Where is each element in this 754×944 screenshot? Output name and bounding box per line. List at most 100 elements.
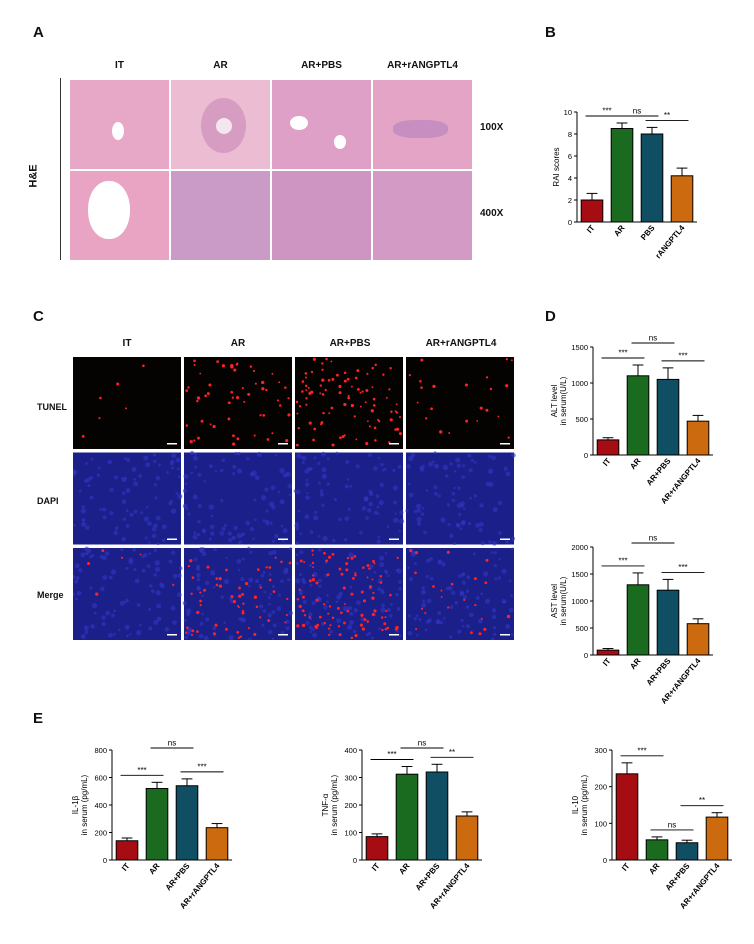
tunel-col-label-ar: AR	[230, 338, 246, 349]
y-axis-label: IL-1β	[71, 795, 80, 814]
he-micrograph-ar-400x	[171, 171, 270, 260]
x-tick-label: PBS	[639, 223, 657, 242]
he-micrograph-ar-100x	[171, 80, 270, 169]
he-col-label-ar: AR	[213, 60, 228, 71]
x-tick-label: AR+PBS	[645, 456, 673, 487]
y-tick-label: 500	[575, 415, 588, 424]
tunel-row-label-merge: Merge	[37, 590, 64, 600]
y-tick-label: 10	[564, 108, 572, 117]
bar	[656, 589, 680, 656]
he-stain-label: H&E	[27, 164, 40, 188]
panel-label-a: A	[33, 24, 44, 41]
x-tick-label: rANGPTL4	[654, 223, 687, 260]
x-tick-label: AR	[147, 861, 161, 876]
he-micrograph-ar-rangptl4-400x	[373, 171, 472, 260]
y-axis-label: IL-10	[571, 795, 580, 814]
tunel-row-label-tunel: TUNEL	[37, 402, 67, 412]
significance-label: **	[699, 796, 705, 805]
y-tick-label: 600	[94, 774, 107, 783]
y-tick-label: 2000	[571, 543, 588, 552]
y-tick-label: 200	[94, 829, 107, 838]
bar	[705, 816, 729, 861]
bar	[365, 836, 389, 861]
y-tick-label: 1500	[571, 343, 588, 352]
tunel-tile	[294, 547, 403, 640]
significance-label: ns	[649, 335, 657, 343]
significance-label: ***	[137, 766, 146, 775]
chart-il1b: 0 200 400 600 800 IL-1β in serum (pg/mL) IT AR AR…	[71, 740, 232, 911]
y-tick-label: 0	[568, 218, 572, 227]
significance-label: **	[664, 111, 670, 120]
significance-label: ***	[602, 107, 611, 116]
bar	[145, 788, 169, 861]
bar	[425, 771, 449, 861]
y-tick-label: 100	[344, 829, 357, 838]
bar	[610, 128, 634, 223]
significance-label: ***	[678, 563, 687, 572]
x-tick-label: AR	[628, 656, 642, 671]
x-tick-label: AR	[647, 861, 661, 876]
bar	[580, 199, 604, 223]
tunel-tile	[405, 451, 516, 546]
he-micrograph-ar-rangptl4-100x	[373, 80, 472, 169]
bar	[686, 420, 710, 456]
significance-label: ***	[678, 351, 687, 360]
y-tick-label: 8	[568, 130, 572, 139]
bar	[596, 649, 620, 656]
y-tick-label: 100	[594, 819, 607, 828]
significance-label: ***	[387, 750, 396, 759]
tunel-tile	[406, 547, 514, 640]
x-tick-label: IT	[585, 223, 597, 234]
significance-label: ns	[668, 820, 676, 829]
mag-100x-label: 100X	[480, 122, 504, 133]
significance-label: ns	[649, 535, 657, 543]
he-micrograph-ar-pbs-400x	[272, 171, 371, 260]
bar	[686, 623, 710, 656]
tunel-col-label-ar-rangptl4: AR+rANGPTL4	[425, 338, 497, 349]
bar	[626, 584, 650, 656]
x-tick-label: AR	[612, 223, 626, 238]
tunel-tile	[184, 357, 292, 449]
y-tick-label: 800	[94, 746, 107, 755]
tunel-tile	[295, 357, 403, 449]
he-col-label-ar-rangptl4: AR+rANGPTL4	[387, 60, 458, 71]
x-tick-label: AR+PBS	[414, 861, 442, 892]
y-tick-label: 200	[344, 801, 357, 810]
significance-label: ns	[418, 740, 426, 748]
y-axis-label: in serum(U/L)	[559, 376, 568, 425]
y-tick-label: 0	[584, 651, 588, 660]
chart-tnfa: 0 100 200 300 400 TNF-α in serum (pg/mL) IT AR AR…	[321, 740, 482, 911]
significance-label: **	[449, 748, 455, 757]
y-tick-label: 1000	[571, 597, 588, 606]
y-axis-label: in serum (pg/mL)	[580, 774, 589, 835]
he-micrograph-ar-pbs-100x	[272, 80, 371, 169]
x-tick-label: IT	[120, 861, 132, 872]
significance-label: ***	[618, 349, 627, 358]
tunel-row-label-dapi: DAPI	[37, 496, 59, 506]
panel-label-c: C	[33, 308, 44, 325]
panel-label-d: D	[545, 308, 556, 325]
he-micrograph-it-100x	[70, 80, 169, 169]
tunel-tile	[73, 357, 181, 449]
tunel-tile	[182, 546, 294, 640]
he-micrograph-it-400x	[70, 171, 169, 260]
bar	[205, 827, 229, 861]
bar	[175, 785, 199, 861]
y-axis-label: TNF-α	[321, 793, 330, 816]
tunel-col-label-it: IT	[122, 338, 132, 349]
bar	[455, 815, 479, 861]
y-tick-label: 400	[344, 746, 357, 755]
x-tick-label: AR	[397, 861, 411, 876]
y-tick-label: 300	[344, 774, 357, 783]
bar	[626, 375, 650, 456]
y-tick-label: 0	[103, 856, 107, 865]
x-tick-label: IT	[620, 861, 632, 872]
x-tick-label: AR+PBS	[664, 861, 692, 892]
tunel-tile	[406, 357, 514, 449]
y-axis-label: AST level	[550, 584, 559, 618]
bar	[640, 133, 664, 223]
bar	[395, 773, 419, 861]
tunel-tile	[293, 451, 405, 545]
x-tick-label: IT	[370, 861, 382, 872]
